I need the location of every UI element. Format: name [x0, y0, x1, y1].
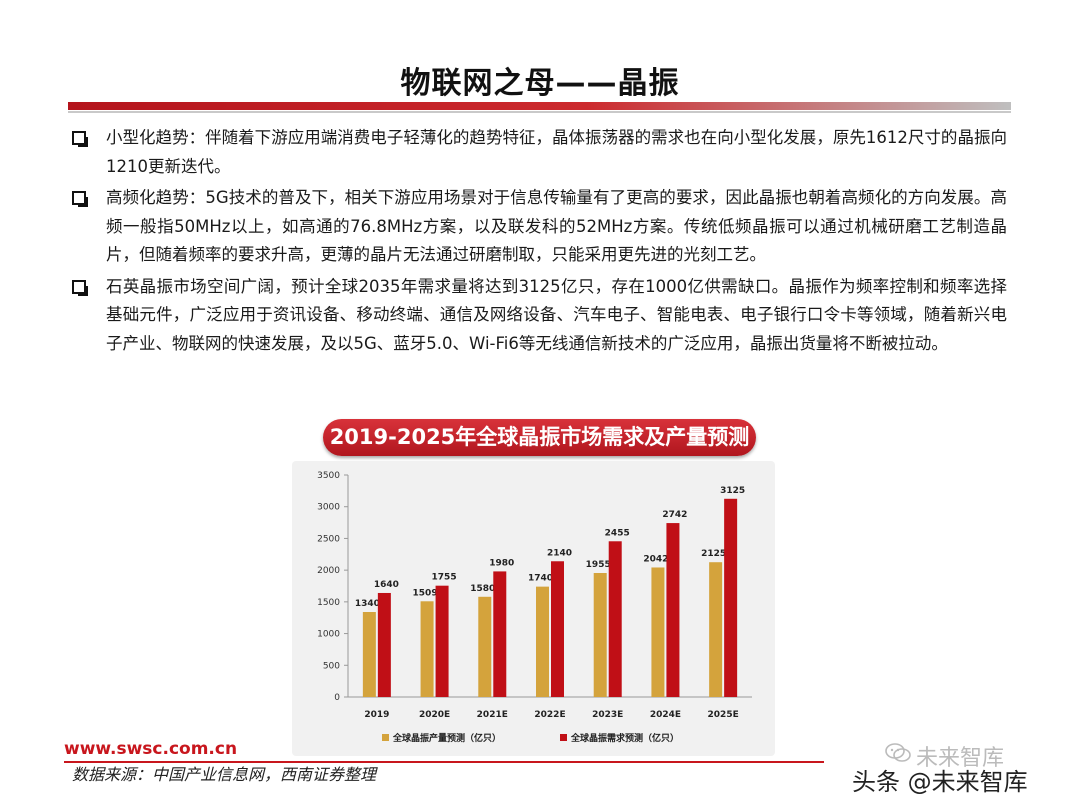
legend-swatch [560, 734, 567, 741]
data-label: 2125 [701, 549, 726, 559]
bar-demand [724, 498, 738, 697]
bullet-text: 小型化趋势：伴随着下游应用端消费电子轻薄化的趋势特征，晶体振荡器的需求也在向小型… [106, 128, 1007, 176]
title-underline-thin [68, 111, 1011, 113]
data-label: 2455 [605, 528, 630, 538]
x-tick-label: 2025E [708, 710, 739, 720]
footer-source: 数据来源：中国产业信息网，西南证券整理 [72, 765, 377, 784]
bar-demand [608, 541, 622, 697]
bar-demand [666, 523, 680, 697]
bar-demand [551, 561, 564, 697]
footer-url[interactable]: www.swsc.com.cn [64, 739, 238, 759]
y-tick-label: 3500 [317, 471, 340, 481]
bar-production [651, 567, 665, 697]
bullet-text: 石英晶振市场空间广阔，预计全球2035年需求量将达到3125亿只，存在1000亿… [106, 276, 1007, 353]
data-label: 1340 [355, 599, 380, 609]
x-tick-label: 2024E [650, 710, 681, 720]
y-tick-label: 1500 [317, 598, 340, 608]
chart-title: 2019-2025年全球晶振市场需求及产量预测 [323, 419, 756, 456]
y-tick-label: 3000 [317, 503, 340, 513]
data-label: 1955 [586, 560, 611, 570]
data-label: 1740 [528, 574, 553, 584]
data-label: 2140 [547, 548, 572, 558]
chart-panel [292, 461, 775, 756]
bullet-item: 石英晶振市场空间广阔，预计全球2035年需求量将达到3125亿只，存在1000亿… [72, 273, 1007, 359]
data-label: 1580 [470, 584, 495, 594]
legend-label: 全球晶振产量预测（亿只） [392, 732, 501, 744]
bullet-list: 小型化趋势：伴随着下游应用端消费电子轻薄化的趋势特征，晶体振荡器的需求也在向小型… [72, 124, 1007, 361]
bullet-item: 高频化趋势：5G技术的普及下，相关下游应用场景对于信息传输量有了更高的要求，因此… [72, 184, 1007, 270]
data-label: 2742 [662, 510, 687, 520]
bar-production [536, 586, 549, 697]
bar-demand [493, 571, 507, 697]
y-tick-label: 1000 [317, 630, 340, 640]
x-tick-label: 2020E [419, 710, 450, 720]
checkbox-bullet-icon [72, 279, 88, 296]
watermark-top: 未来智库 [916, 746, 1005, 771]
wechat-icon [885, 743, 911, 762]
bar-chart: 0 500 1000 1500 2000 2500 3000 3500 1340 1640 2019… [317, 471, 752, 744]
bar-production [593, 572, 607, 697]
bar-demand [435, 585, 449, 697]
y-tick-label: 0 [334, 693, 340, 703]
x-tick-label: 2022E [534, 710, 565, 720]
bullet-item: 小型化趋势：伴随着下游应用端消费电子轻薄化的趋势特征，晶体振荡器的需求也在向小型… [72, 124, 1007, 181]
checkbox-bullet-icon [72, 131, 88, 147]
bullet-text: 高频化趋势：5G技术的普及下，相关下游应用场景对于信息传输量有了更高的要求，因此… [106, 188, 1007, 264]
slide-title: 物联网之母——晶振 [400, 66, 680, 101]
data-label: 1640 [374, 580, 399, 590]
y-tick-label: 2000 [317, 566, 340, 576]
x-tick-label: 2019 [364, 710, 389, 720]
data-label: 1755 [432, 573, 457, 583]
data-label: 3125 [720, 486, 745, 496]
data-label: 1980 [489, 558, 514, 568]
bar-production [362, 612, 376, 697]
x-tick-label: 2023E [592, 710, 623, 720]
footer-divider [64, 761, 824, 763]
title-underline-bar [68, 102, 1011, 110]
bar-demand [377, 592, 391, 697]
data-label: 2042 [643, 554, 668, 564]
y-tick-label: 500 [323, 661, 340, 671]
x-tick-label: 2021E [477, 710, 508, 720]
checkbox-bullet-icon [72, 191, 88, 207]
bar-production [420, 601, 434, 697]
y-tick-label: 2500 [317, 534, 340, 544]
legend-label: 全球晶振需求预测（亿只） [570, 732, 679, 744]
data-label: 1509 [413, 588, 438, 598]
legend-swatch [382, 734, 389, 741]
bar-production [478, 596, 492, 697]
bar-production [709, 562, 723, 697]
watermark: 头条 @未来智库 [852, 768, 1028, 796]
